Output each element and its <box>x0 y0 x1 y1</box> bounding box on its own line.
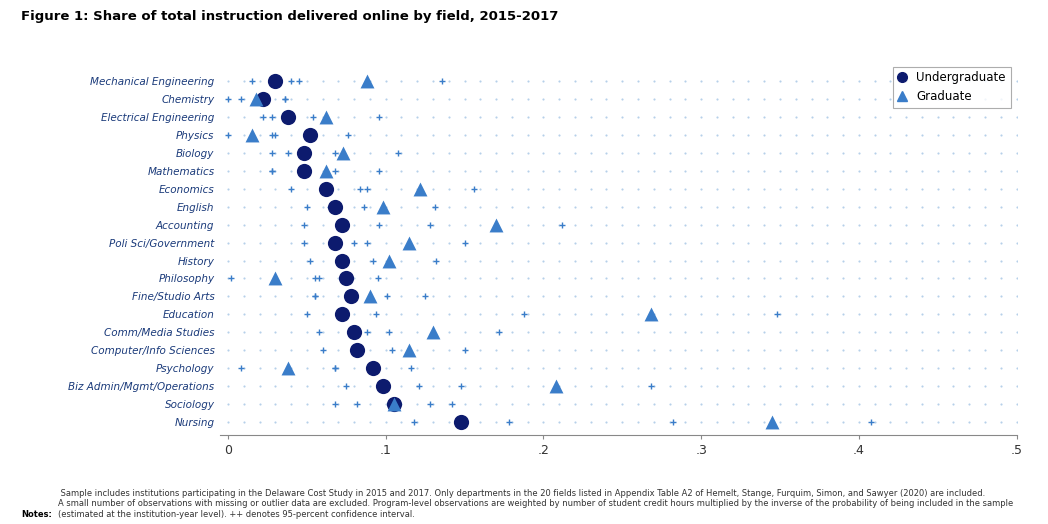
Point <box>764 418 781 427</box>
Point <box>333 221 350 229</box>
Point <box>424 328 441 336</box>
Point <box>243 130 260 139</box>
Point <box>401 346 418 355</box>
Point <box>358 77 375 85</box>
Point <box>333 256 350 265</box>
Point <box>327 202 344 211</box>
Point <box>453 418 470 427</box>
Point <box>296 167 312 175</box>
Point <box>255 94 271 103</box>
Point <box>386 400 402 409</box>
Point <box>346 328 363 336</box>
Text: Notes:: Notes: <box>21 510 51 519</box>
Point <box>318 113 334 121</box>
Point <box>362 292 378 301</box>
Point <box>337 274 354 282</box>
Point <box>267 274 284 282</box>
Point <box>318 167 334 175</box>
Point <box>349 346 366 355</box>
Text: Figure 1: Share of total instruction delivered online by field, 2015-2017: Figure 1: Share of total instruction del… <box>21 10 559 24</box>
Point <box>334 148 351 157</box>
Point <box>248 94 265 103</box>
Point <box>374 202 391 211</box>
Point <box>302 130 319 139</box>
Legend: Undergraduate, Graduate: Undergraduate, Graduate <box>893 67 1010 108</box>
Point <box>548 382 565 390</box>
Point <box>343 292 359 301</box>
Point <box>280 113 297 121</box>
Point <box>374 382 391 390</box>
Point <box>280 364 297 373</box>
Point <box>487 221 504 229</box>
Point <box>401 238 418 247</box>
Point <box>296 148 312 157</box>
Point <box>333 310 350 319</box>
Text: Sample includes institutions participating in the Delaware Cost Study in 2015 an: Sample includes institutions participati… <box>58 489 1012 519</box>
Point <box>642 310 659 319</box>
Point <box>386 400 402 409</box>
Point <box>412 184 429 193</box>
Point <box>267 77 284 85</box>
Point <box>327 238 344 247</box>
Point <box>380 256 397 265</box>
Point <box>365 364 381 373</box>
Point <box>318 184 334 193</box>
